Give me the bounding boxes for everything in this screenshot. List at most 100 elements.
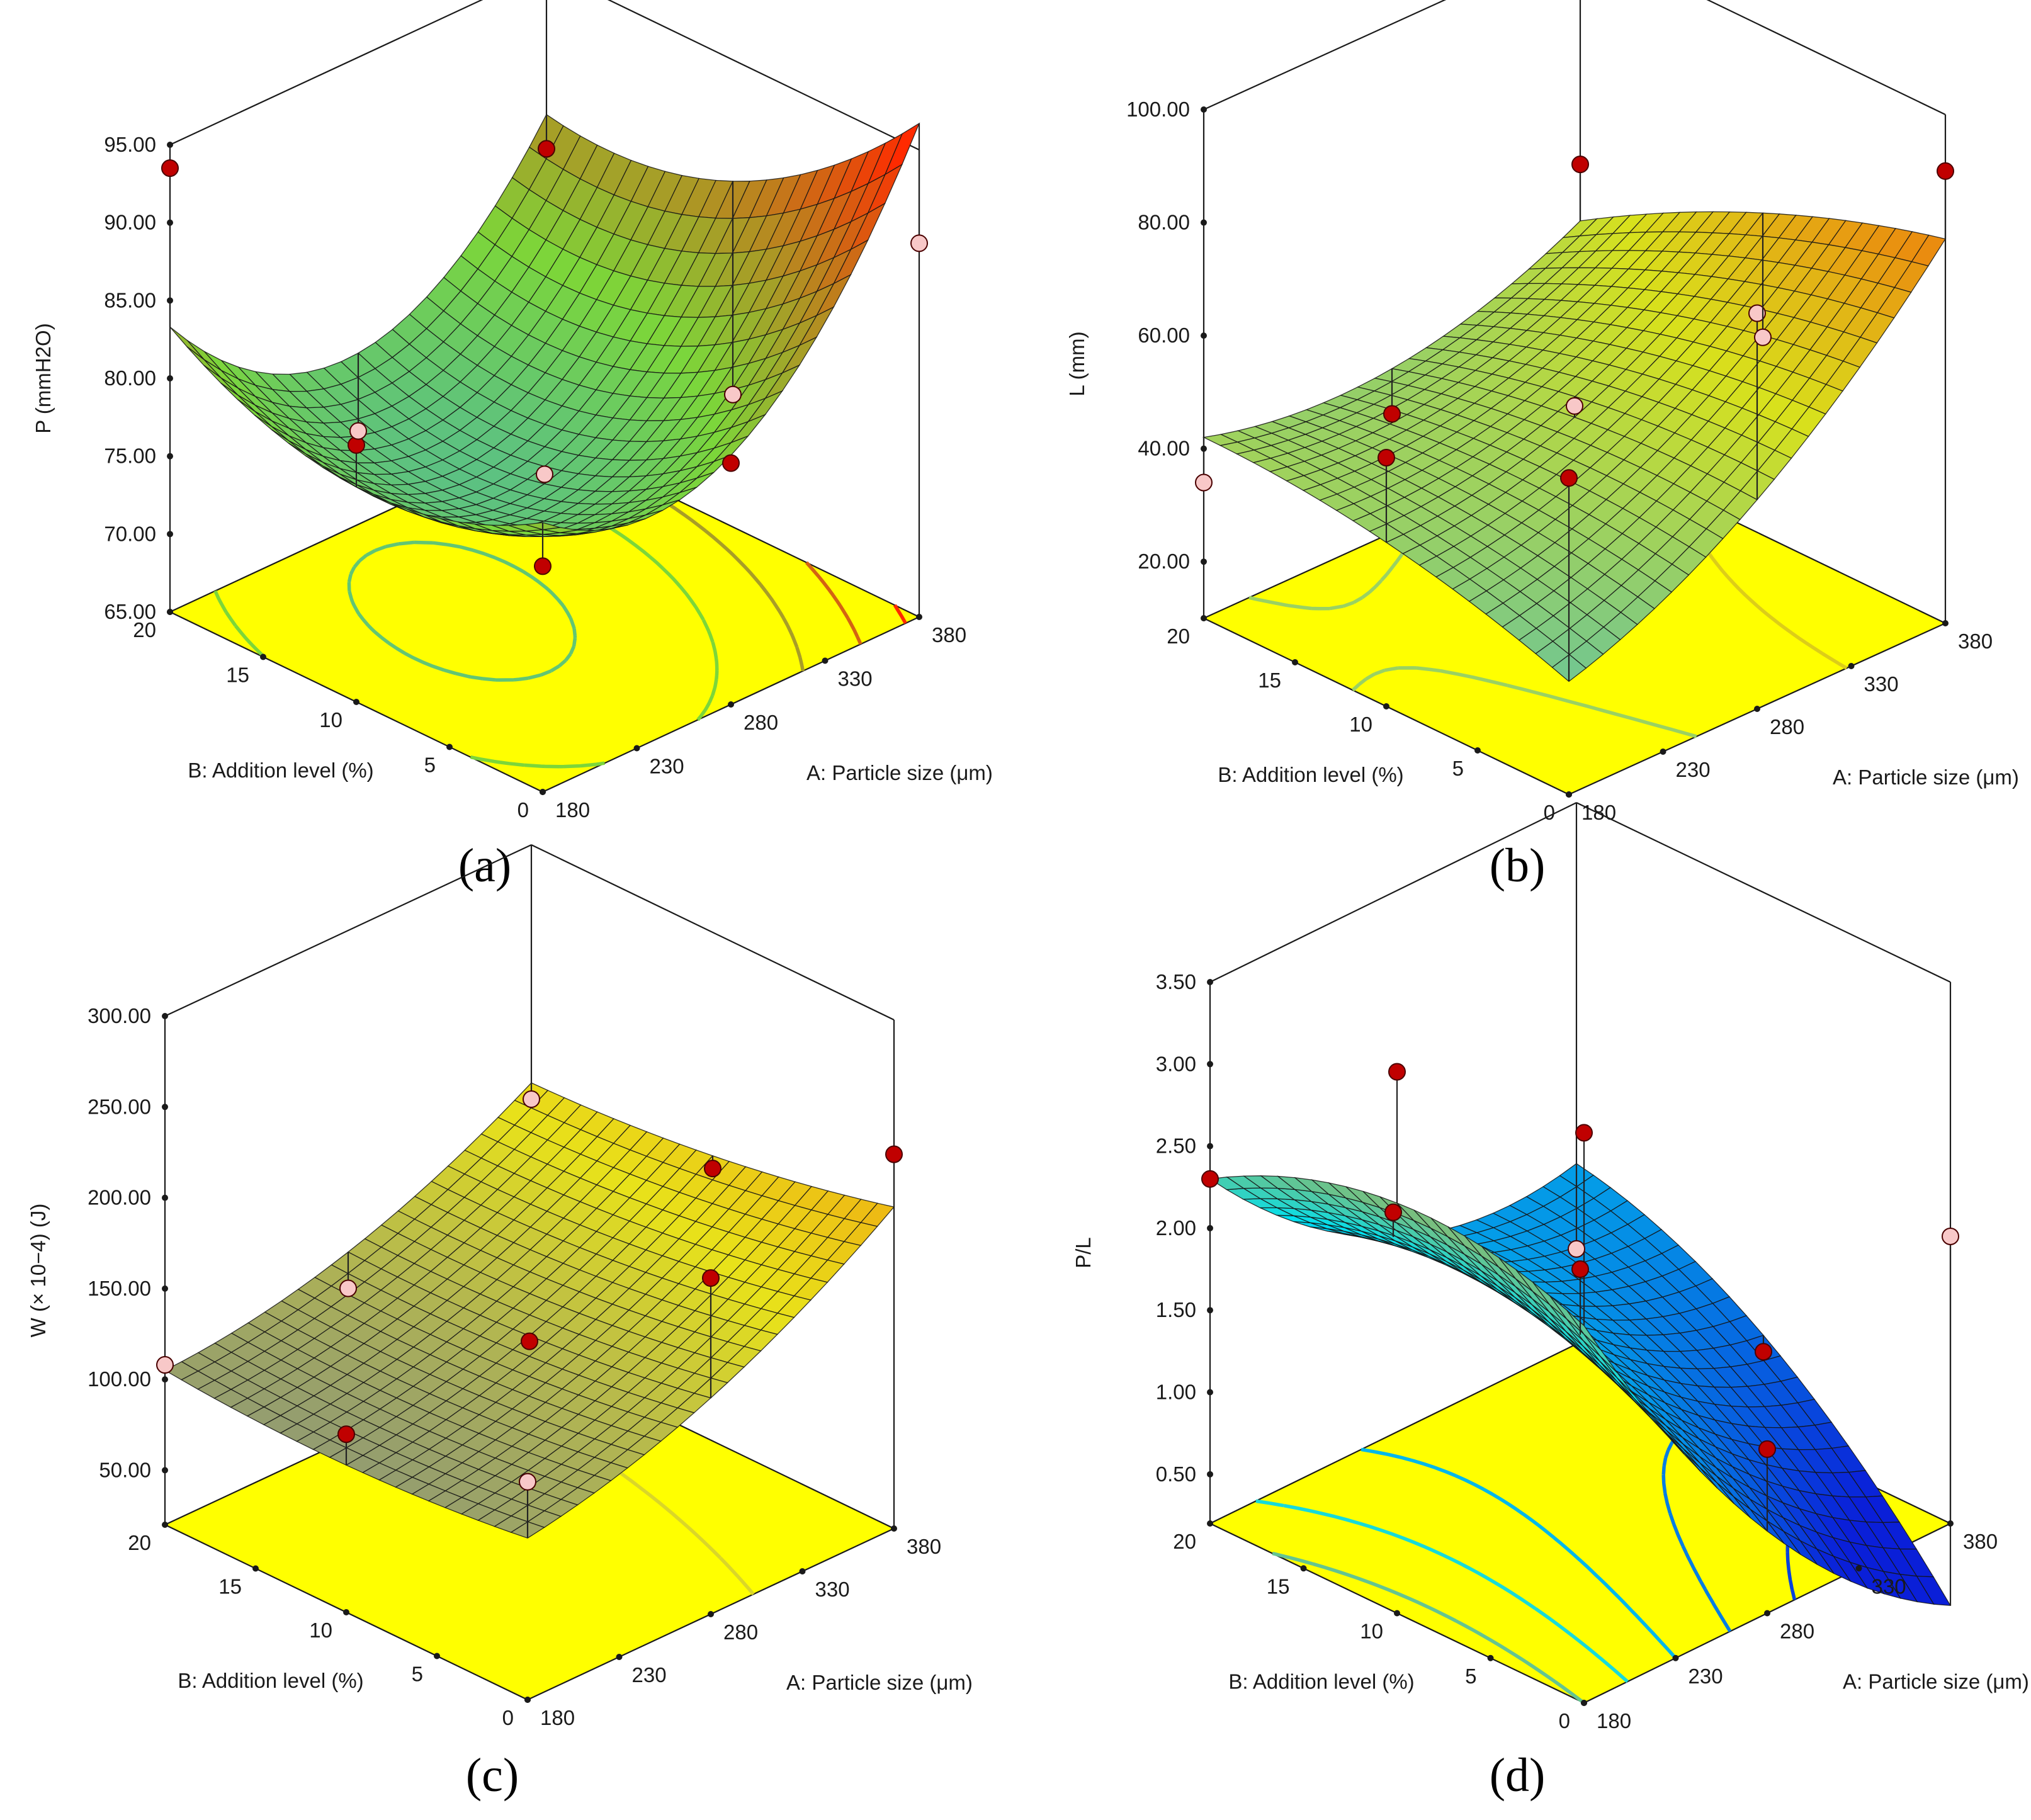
z-tick-label: 1.50 [1156, 1298, 1196, 1321]
design-point [1754, 328, 1772, 346]
x-axis-title: A: Particle size (μm) [786, 1671, 973, 1694]
y-tick-label: 0 [518, 798, 529, 822]
design-point [1383, 405, 1401, 423]
x-tick-label: 280 [1780, 1620, 1814, 1643]
z-tick-label: 65.00 [104, 600, 156, 623]
y-tick-mark [343, 1609, 349, 1615]
x-tick-label: 280 [744, 711, 778, 734]
contour-line [347, 540, 577, 682]
y-tick-label: 15 [218, 1575, 242, 1598]
x-tick-label: 180 [1597, 1709, 1631, 1732]
design-point [1195, 473, 1213, 492]
surface-cell [1566, 1310, 1602, 1350]
x-tick-mark [1947, 1520, 1954, 1527]
x-tick-label: 380 [1963, 1530, 1998, 1553]
z-tick-mark [162, 1013, 168, 1019]
y-axis-title: B: Addition level (%) [1218, 763, 1403, 786]
panel-label: (a) [458, 839, 511, 892]
design-point [1566, 397, 1583, 415]
z-tick-label: 80.00 [104, 366, 156, 390]
x-tick-label: 330 [1864, 672, 1899, 696]
z-tick-mark [167, 297, 173, 304]
y-tick-label: 15 [226, 664, 249, 687]
design-point [156, 1356, 174, 1374]
z-axis-title: P (mmH2O) [31, 323, 55, 433]
design-point [519, 1472, 536, 1491]
y-tick-mark [252, 1565, 259, 1572]
design-point [523, 1090, 540, 1108]
y-tick-label: 0 [1544, 801, 1555, 824]
contour-line [1361, 1447, 1677, 1659]
panel-label: (c) [466, 1749, 519, 1802]
design-point [1378, 448, 1395, 466]
design-point [339, 1279, 357, 1297]
z-tick-mark [1201, 219, 1207, 226]
frame-edge [1203, 0, 1447, 111]
z-axis-title: P/L [1072, 1237, 1095, 1269]
z-tick-mark [167, 453, 173, 460]
x-tick-mark [1754, 706, 1760, 712]
z-tick-label: 2.00 [1156, 1216, 1196, 1240]
x-tick-mark [1942, 620, 1949, 626]
x-tick-label: 330 [1872, 1574, 1906, 1598]
y-tick-mark [1383, 703, 1389, 709]
y-tick-mark [1207, 1520, 1213, 1527]
y-tick-label: 5 [412, 1663, 423, 1686]
x-tick-mark [633, 745, 640, 752]
z-tick-mark [1207, 1061, 1213, 1068]
z-tick-mark [1201, 445, 1207, 452]
design-point [1937, 162, 1954, 180]
y-tick-label: 10 [1360, 1620, 1383, 1643]
z-tick-mark [162, 1376, 168, 1383]
z-tick-label: 3.50 [1156, 970, 1196, 993]
panel-label: (b) [1490, 839, 1546, 892]
y-tick-label: 5 [1452, 757, 1464, 780]
x-tick-mark [1848, 663, 1855, 669]
z-tick-label: 20.00 [1138, 550, 1190, 573]
design-point [337, 1425, 355, 1444]
z-tick-label: 60.00 [1138, 324, 1190, 347]
design-point [1758, 1440, 1776, 1458]
y-tick-mark [1292, 659, 1298, 665]
z-tick-label: 0.50 [1156, 1462, 1196, 1486]
z-tick-label: 70.00 [104, 522, 156, 545]
y-tick-label: 20 [128, 1531, 151, 1554]
z-tick-label: 2.50 [1156, 1134, 1196, 1158]
y-tick-label: 20 [1173, 1530, 1196, 1553]
design-point [1201, 1170, 1219, 1188]
contour-line [1272, 1551, 1585, 1705]
y-tick-mark [353, 699, 359, 705]
x-tick-mark [728, 701, 734, 708]
x-tick-label: 230 [632, 1663, 667, 1687]
z-tick-label: 90.00 [104, 211, 156, 234]
z-tick-label: 200.00 [88, 1186, 151, 1209]
y-tick-mark [162, 1522, 168, 1528]
z-tick-mark [167, 531, 173, 538]
z-tick-mark [1201, 106, 1207, 113]
x-tick-mark [1764, 1610, 1770, 1617]
y-axis-title: B: Addition level (%) [188, 759, 373, 782]
x-tick-label: 380 [932, 623, 966, 647]
design-point [1575, 1124, 1593, 1142]
panel-c: 50.00 100.00 150.00 200.00 250.00 300.00 0 5 10 1… [26, 844, 973, 1802]
panel-a: 65.00 70.00 75.00 80.00 85.00 90.00 95.00 0 5 10 1… [31, 0, 993, 892]
z-tick-mark [162, 1104, 168, 1111]
z-tick-mark [1207, 1224, 1213, 1231]
z-tick-mark [167, 142, 173, 148]
z-tick-label: 250.00 [88, 1095, 151, 1118]
design-point [1755, 1343, 1772, 1361]
z-tick-mark [1201, 332, 1207, 339]
panel-b: 20.00 40.00 60.00 80.00 100.00 0 5 10 15 20 180 230… [1065, 0, 2019, 892]
design-point [910, 234, 928, 252]
x-tick-label: 330 [838, 667, 873, 691]
frame-edge [1576, 802, 1951, 983]
x-axis-title: A: Particle size (μm) [1833, 766, 2019, 789]
z-tick-label: 85.00 [104, 288, 156, 312]
y-tick-label: 10 [319, 708, 342, 732]
y-tick-mark [167, 609, 173, 615]
frame-edge [1706, 0, 1946, 115]
x-axis-title: A: Particle size (μm) [806, 761, 993, 784]
z-tick-mark [1207, 1471, 1213, 1478]
z-tick-mark [1201, 558, 1207, 565]
z-tick-mark [1207, 1143, 1213, 1150]
